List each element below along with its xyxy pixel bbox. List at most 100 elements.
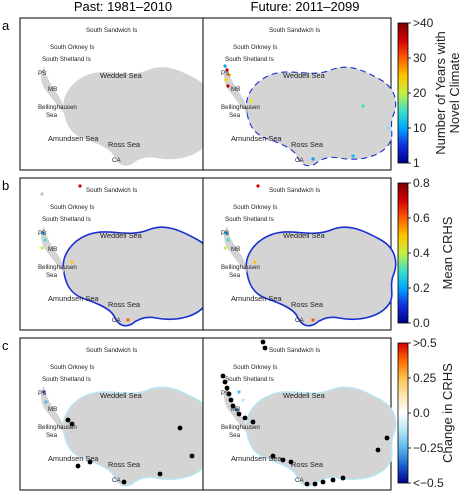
data-cell bbox=[384, 435, 390, 441]
colorbar-a: >40 30 20 10 1 Number of Years with Novel Clim… bbox=[397, 16, 462, 170]
label-weddell: Weddell Sea bbox=[283, 71, 326, 80]
label-bellingshausen-2: Sea bbox=[229, 432, 241, 439]
peninsula bbox=[224, 66, 247, 113]
label-amundsen: Amundsen Sea bbox=[231, 134, 282, 143]
label-south-shetland: South Shetland Is bbox=[225, 376, 274, 383]
data-cell bbox=[280, 457, 286, 463]
colorbar-tick-label: 0.25 bbox=[413, 371, 437, 385]
label-ca: CA bbox=[112, 157, 121, 164]
label-ps: PS bbox=[38, 390, 46, 397]
colorbar-title: Change in CRHS bbox=[440, 363, 455, 463]
label-bellingshausen-1: Bellinghausen bbox=[221, 104, 260, 111]
data-cell bbox=[78, 184, 82, 188]
peninsula bbox=[41, 226, 64, 273]
column-title-future: Future: 2011–2099 bbox=[251, 0, 360, 14]
label-ross: Ross Sea bbox=[108, 460, 141, 469]
data-cell bbox=[87, 459, 93, 465]
data-cell bbox=[121, 479, 127, 485]
label-amundsen: Amundsen Sea bbox=[231, 294, 282, 303]
label-south-orkney: South Orkney Is bbox=[233, 44, 277, 51]
label-ps: PS bbox=[38, 70, 46, 77]
data-cell bbox=[242, 415, 248, 421]
label-ross: Ross Sea bbox=[291, 140, 324, 149]
colorbar-gradient bbox=[397, 182, 409, 324]
data-cell bbox=[65, 417, 71, 423]
label-ps: PS bbox=[221, 390, 229, 397]
data-cell bbox=[75, 463, 81, 469]
data-cell bbox=[386, 126, 390, 130]
data-cell bbox=[220, 373, 226, 379]
label-weddell: Weddell Sea bbox=[100, 231, 143, 240]
data-cell bbox=[260, 339, 266, 345]
data-cell bbox=[223, 64, 227, 68]
data-cell bbox=[226, 238, 230, 242]
data-cell bbox=[236, 411, 242, 417]
label-ca: CA bbox=[295, 157, 304, 164]
map-panel-b-past: South Sandwich Is South Orkney Is South Sh… bbox=[19, 177, 214, 331]
label-south-orkney: South Orkney Is bbox=[50, 204, 94, 211]
map-panel-a-past: South Sandwich Is South Orkney Is South Sh… bbox=[19, 17, 213, 171]
label-south-shetland: South Shetland Is bbox=[42, 216, 91, 223]
label-ps: PS bbox=[221, 70, 229, 77]
label-bellingshausen-2: Sea bbox=[46, 272, 58, 279]
label-amundsen: Amundsen Sea bbox=[231, 454, 282, 463]
label-bellingshausen-2: Sea bbox=[229, 112, 241, 119]
label-mb: MB bbox=[231, 246, 240, 253]
data-cell bbox=[311, 318, 315, 322]
colorbar-title: Mean CRHS bbox=[440, 216, 455, 289]
colorbar-tick-label: 0.0 bbox=[413, 406, 430, 420]
peninsula bbox=[224, 226, 247, 273]
label-weddell: Weddell Sea bbox=[100, 71, 143, 80]
label-south-sandwich: South Sandwich Is bbox=[269, 187, 320, 194]
label-south-sandwich: South Sandwich Is bbox=[269, 27, 320, 34]
label-bellingshausen-1: Bellinghausen bbox=[221, 424, 260, 431]
label-ross: Ross Sea bbox=[108, 140, 141, 149]
data-cell bbox=[361, 104, 365, 108]
label-ca: CA bbox=[295, 477, 304, 484]
label-ca: CA bbox=[112, 477, 121, 484]
label-bellingshausen-1: Bellinghausen bbox=[38, 424, 77, 431]
label-bellingshausen-2: Sea bbox=[229, 272, 241, 279]
label-ca: CA bbox=[295, 317, 304, 324]
column-title-past: Past: 1981–2010 bbox=[74, 0, 172, 14]
data-cell bbox=[177, 425, 183, 431]
colorbar-tick-label: 0.4 bbox=[413, 246, 430, 260]
colorbar-title: Number of Years with bbox=[433, 31, 448, 155]
label-ps: PS bbox=[221, 230, 229, 237]
label-amundsen: Amundsen Sea bbox=[48, 294, 99, 303]
data-cell bbox=[311, 157, 315, 161]
data-cell bbox=[330, 477, 336, 483]
label-weddell: Weddell Sea bbox=[100, 391, 143, 400]
label-ca: CA bbox=[112, 317, 121, 324]
label-south-shetland: South Shetland Is bbox=[42, 376, 91, 383]
label-mb: MB bbox=[231, 86, 240, 93]
colorbar-tick-label: 20 bbox=[413, 86, 427, 100]
colorbar-tick-label: 0.2 bbox=[413, 281, 430, 295]
row-letter-a: a bbox=[2, 18, 10, 33]
label-weddell: Weddell Sea bbox=[283, 231, 326, 240]
colorbar-c: >0.5 0.25 0.0 −0.25 <−0.5 Change in CRHS bbox=[397, 336, 455, 490]
row-letter-b: b bbox=[2, 178, 9, 193]
label-south-orkney: South Orkney Is bbox=[233, 204, 277, 211]
label-south-orkney: South Orkney Is bbox=[50, 44, 94, 51]
label-amundsen: Amundsen Sea bbox=[48, 454, 99, 463]
colorbar-tick-label: 1 bbox=[413, 156, 420, 170]
data-cell bbox=[41, 231, 45, 235]
label-south-shetland: South Shetland Is bbox=[225, 216, 274, 223]
data-cell bbox=[226, 391, 232, 397]
data-cell bbox=[40, 192, 44, 196]
data-cell bbox=[351, 154, 355, 158]
data-cell bbox=[69, 421, 75, 427]
label-bellingshausen-1: Bellinghausen bbox=[38, 104, 77, 111]
data-cell bbox=[270, 453, 276, 459]
data-cell bbox=[224, 78, 228, 82]
map-panel-a-future: South Sandwich Is South Orkney Is South Sh… bbox=[202, 17, 397, 171]
data-cell bbox=[222, 379, 228, 385]
data-cell bbox=[288, 459, 294, 465]
data-cell bbox=[157, 471, 163, 477]
map-panel-c-future: South Sandwich Is South Orkney Is South Sh… bbox=[202, 337, 397, 491]
colorbar-gradient bbox=[397, 22, 409, 164]
data-cell bbox=[250, 419, 256, 425]
label-ross: Ross Sea bbox=[291, 460, 324, 469]
data-cell bbox=[189, 453, 195, 459]
